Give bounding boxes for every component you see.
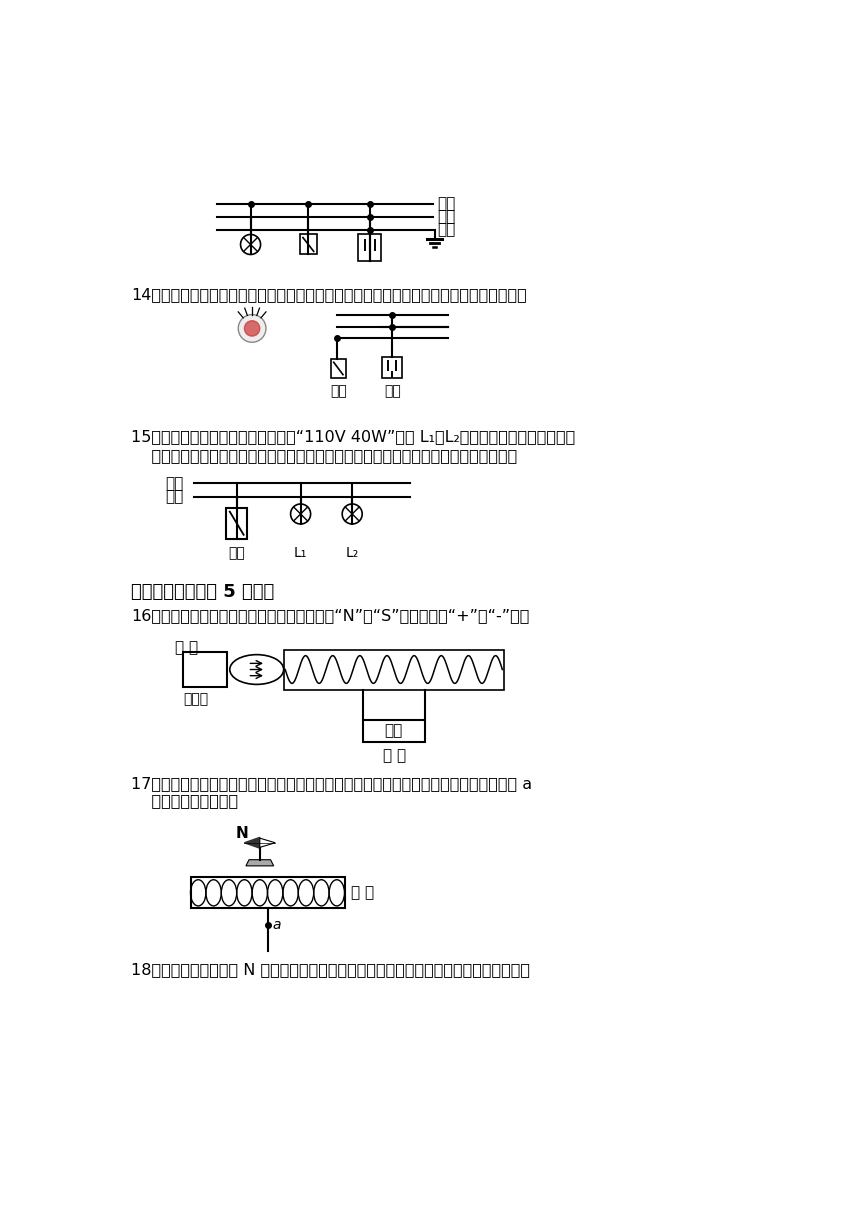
Text: 14．如图所示为带开关的插座，部分电路已接好，请你用笔画线代替导线将电路补画完整。: 14．如图所示为带开关的插座，部分电路已接好，请你用笔画线代替导线将电路补画完整… xyxy=(132,287,527,302)
Text: N: N xyxy=(235,826,248,841)
Bar xyxy=(183,652,227,687)
Bar xyxy=(284,649,504,689)
Text: 开关: 开关 xyxy=(330,384,347,398)
Text: 插座: 插座 xyxy=(384,384,401,399)
Circle shape xyxy=(244,321,260,336)
Text: （ ）: （ ） xyxy=(351,885,374,900)
Text: 零线: 零线 xyxy=(438,209,456,224)
Text: L₁: L₁ xyxy=(294,546,307,561)
Text: 零线: 零线 xyxy=(165,490,183,505)
Text: 16．如图所示，请依图标出括号内的永磁体的“N”或“S”极和电源的“+”或“-”极。: 16．如图所示，请依图标出括号内的永磁体的“N”或“S”极和电源的“+”或“-”… xyxy=(132,608,530,623)
Text: 点标出电流的方向。: 点标出电流的方向。 xyxy=(132,794,238,809)
Bar xyxy=(300,235,316,254)
Text: 家庭电路中（图），要求开关断开后两盏灯都息灯，开关闭合后两盏灯都能正常发光。: 家庭电路中（图），要求开关断开后两盏灯都息灯，开关闭合后两盏灯都能正常发光。 xyxy=(132,447,518,463)
Text: （ ）: （ ） xyxy=(175,641,198,655)
Polygon shape xyxy=(260,838,275,848)
Text: （ ）: （ ） xyxy=(383,748,406,764)
Bar xyxy=(359,235,382,261)
Bar xyxy=(382,358,402,378)
Text: L₂: L₂ xyxy=(346,546,359,561)
Circle shape xyxy=(238,315,266,342)
Text: 火线: 火线 xyxy=(165,475,183,491)
Bar xyxy=(330,359,346,378)
Text: 二．安培定则（共 5 小题）: 二．安培定则（共 5 小题） xyxy=(132,584,274,601)
Polygon shape xyxy=(246,860,273,866)
Text: 17．小磁针静止时的指向如图所示，请在图中的括号内标出电磁鐵右端的极性，在导线上 a: 17．小磁针静止时的指向如图所示，请在图中的括号内标出电磁鐵右端的极性，在导线上… xyxy=(132,776,532,790)
Text: 18．请根据图中小磁针 N 极的指向，标出磁感线的方向（用简头表示）和电源的正极（用: 18．请根据图中小磁针 N 极的指向，标出磁感线的方向（用简头表示）和电源的正极… xyxy=(132,962,531,978)
Bar xyxy=(363,720,425,742)
Bar xyxy=(191,878,345,908)
Text: 火线: 火线 xyxy=(438,196,456,212)
Text: 永磁体: 永磁体 xyxy=(183,692,208,705)
Text: 15．小明的爸爸从国外带回两个标有“110V 40W”的灯 L₁、L₂，现将这两盏灯连接在我国: 15．小明的爸爸从国外带回两个标有“110V 40W”的灯 L₁、L₂，现将这两… xyxy=(132,429,575,444)
Polygon shape xyxy=(244,838,260,849)
Text: 地线: 地线 xyxy=(438,223,456,237)
Text: 开关: 开关 xyxy=(228,546,245,561)
Text: 电源: 电源 xyxy=(384,724,402,738)
Text: a: a xyxy=(273,918,281,933)
Bar xyxy=(226,508,248,539)
